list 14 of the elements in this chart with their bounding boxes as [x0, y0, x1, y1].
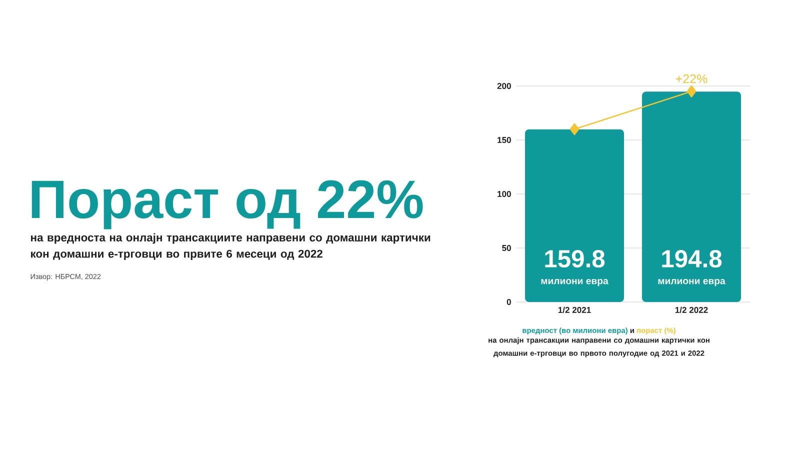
x-tick-label: 1/2 2021	[558, 306, 591, 314]
data-label: 194.8	[662, 250, 722, 268]
annotation: милиони евра	[541, 278, 608, 286]
y-tick-label: 0	[506, 298, 511, 306]
x-tick-label: 1/2 2022	[675, 306, 708, 314]
y-tick-label: 100	[498, 190, 511, 198]
annotation: милиони евра	[658, 278, 726, 286]
text: на вредноста на онлајн трансакциите направени со домашни картички кон домашни е-трговци во првите 6 месеци од 2022	[31, 233, 430, 260]
annotation: +22%	[676, 74, 708, 84]
data-label: 159.8	[545, 250, 605, 268]
text: Пораст од 22%	[32, 180, 423, 230]
y-tick-label: 200	[497, 82, 511, 90]
y-tick-label: 50	[502, 244, 511, 252]
y-tick-label: 150	[498, 136, 511, 144]
